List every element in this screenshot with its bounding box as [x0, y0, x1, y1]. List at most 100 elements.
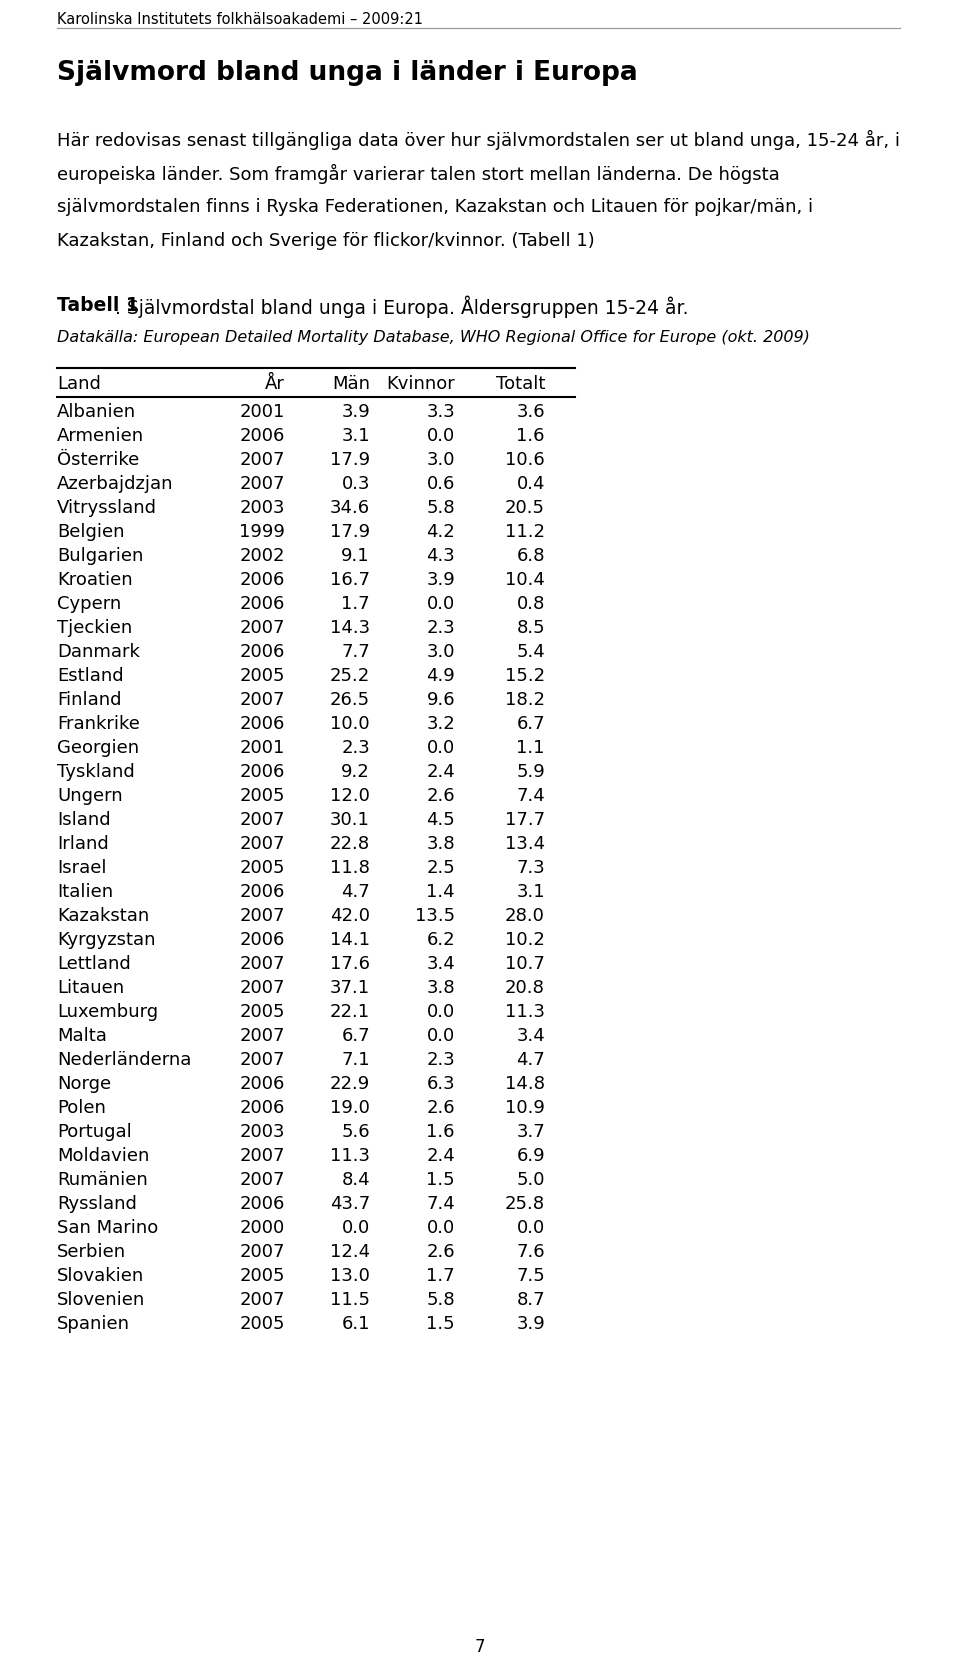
Text: 30.1: 30.1	[330, 811, 370, 829]
Text: 7.3: 7.3	[516, 859, 545, 878]
Text: Slovakien: Slovakien	[57, 1266, 144, 1285]
Text: 2007: 2007	[239, 450, 285, 469]
Text: 3.3: 3.3	[426, 402, 455, 420]
Text: 3.9: 3.9	[341, 402, 370, 420]
Text: 2.3: 2.3	[426, 618, 455, 637]
Text: 22.8: 22.8	[330, 834, 370, 853]
Text: 6.1: 6.1	[342, 1315, 370, 1333]
Text: 1.5: 1.5	[426, 1172, 455, 1188]
Text: 10.7: 10.7	[505, 956, 545, 972]
Text: Azerbajdzjan: Azerbajdzjan	[57, 475, 174, 494]
Text: 25.8: 25.8	[505, 1195, 545, 1213]
Text: 2006: 2006	[240, 763, 285, 781]
Text: Ryssland: Ryssland	[57, 1195, 137, 1213]
Text: Armenien: Armenien	[57, 427, 144, 445]
Text: Kvinnor: Kvinnor	[386, 376, 455, 392]
Text: 2006: 2006	[240, 427, 285, 445]
Text: Litauen: Litauen	[57, 979, 124, 997]
Text: 0.6: 0.6	[426, 475, 455, 494]
Text: 2000: 2000	[240, 1218, 285, 1237]
Text: självmordstalen finns i Ryska Federationen, Kazakstan och Litauen för pojkar/män: självmordstalen finns i Ryska Federation…	[57, 198, 813, 216]
Text: 28.0: 28.0	[505, 907, 545, 926]
Text: 2007: 2007	[239, 618, 285, 637]
Text: Bulgarien: Bulgarien	[57, 547, 143, 565]
Text: 0.0: 0.0	[342, 1218, 370, 1237]
Text: Vitryssland: Vitryssland	[57, 499, 157, 517]
Text: Tyskland: Tyskland	[57, 763, 134, 781]
Text: Tjeckien: Tjeckien	[57, 618, 132, 637]
Text: 4.9: 4.9	[426, 666, 455, 685]
Text: 2.4: 2.4	[426, 763, 455, 781]
Text: Rumänien: Rumänien	[57, 1172, 148, 1188]
Text: 11.8: 11.8	[330, 859, 370, 878]
Text: 0.3: 0.3	[342, 475, 370, 494]
Text: 2.5: 2.5	[426, 859, 455, 878]
Text: 2.3: 2.3	[426, 1050, 455, 1069]
Text: 4.5: 4.5	[426, 811, 455, 829]
Text: 6.9: 6.9	[516, 1147, 545, 1165]
Text: 2006: 2006	[240, 715, 285, 733]
Text: Luxemburg: Luxemburg	[57, 1002, 158, 1020]
Text: 2006: 2006	[240, 1075, 285, 1094]
Text: 13.0: 13.0	[330, 1266, 370, 1285]
Text: 7.1: 7.1	[342, 1050, 370, 1069]
Text: 7.4: 7.4	[516, 788, 545, 804]
Text: Finland: Finland	[57, 691, 122, 710]
Text: 2005: 2005	[239, 788, 285, 804]
Text: 22.1: 22.1	[330, 1002, 370, 1020]
Text: 18.2: 18.2	[505, 691, 545, 710]
Text: 1.7: 1.7	[342, 595, 370, 613]
Text: Österrike: Österrike	[57, 450, 139, 469]
Text: 0.0: 0.0	[427, 740, 455, 756]
Text: 3.7: 3.7	[516, 1124, 545, 1142]
Text: 3.0: 3.0	[426, 643, 455, 661]
Text: 16.7: 16.7	[330, 572, 370, 588]
Text: 0.0: 0.0	[427, 595, 455, 613]
Text: 3.8: 3.8	[426, 834, 455, 853]
Text: 7.4: 7.4	[426, 1195, 455, 1213]
Text: 5.4: 5.4	[516, 643, 545, 661]
Text: 2002: 2002	[239, 547, 285, 565]
Text: Serbien: Serbien	[57, 1243, 126, 1261]
Text: 3.1: 3.1	[516, 883, 545, 901]
Text: 2005: 2005	[239, 1002, 285, 1020]
Text: 0.0: 0.0	[427, 427, 455, 445]
Text: 9.2: 9.2	[341, 763, 370, 781]
Text: 1.7: 1.7	[426, 1266, 455, 1285]
Text: 2003: 2003	[239, 1124, 285, 1142]
Text: 17.6: 17.6	[330, 956, 370, 972]
Text: Malta: Malta	[57, 1027, 107, 1045]
Text: 7: 7	[475, 1639, 485, 1655]
Text: Män: Män	[332, 376, 370, 392]
Text: 1.4: 1.4	[426, 883, 455, 901]
Text: 1.6: 1.6	[426, 1124, 455, 1142]
Text: Kazakstan, Finland och Sverige för flickor/kvinnor. (Tabell 1): Kazakstan, Finland och Sverige för flick…	[57, 233, 595, 249]
Text: Belgien: Belgien	[57, 524, 125, 542]
Text: 42.0: 42.0	[330, 907, 370, 926]
Text: 0.4: 0.4	[516, 475, 545, 494]
Text: Moldavien: Moldavien	[57, 1147, 150, 1165]
Text: 5.8: 5.8	[426, 1291, 455, 1310]
Text: År: År	[265, 376, 285, 392]
Text: 2007: 2007	[239, 956, 285, 972]
Text: 1.6: 1.6	[516, 427, 545, 445]
Text: 17.9: 17.9	[330, 450, 370, 469]
Text: 2007: 2007	[239, 475, 285, 494]
Text: 2007: 2007	[239, 811, 285, 829]
Text: 0.0: 0.0	[427, 1002, 455, 1020]
Text: 3.2: 3.2	[426, 715, 455, 733]
Text: Portugal: Portugal	[57, 1124, 132, 1142]
Text: 7.6: 7.6	[516, 1243, 545, 1261]
Text: Slovenien: Slovenien	[57, 1291, 145, 1310]
Text: 2005: 2005	[239, 666, 285, 685]
Text: 2007: 2007	[239, 907, 285, 926]
Text: 6.7: 6.7	[342, 1027, 370, 1045]
Text: Land: Land	[57, 376, 101, 392]
Text: 11.2: 11.2	[505, 524, 545, 542]
Text: 12.4: 12.4	[330, 1243, 370, 1261]
Text: 37.1: 37.1	[330, 979, 370, 997]
Text: Israel: Israel	[57, 859, 107, 878]
Text: 34.6: 34.6	[330, 499, 370, 517]
Text: 17.9: 17.9	[330, 524, 370, 542]
Text: 2001: 2001	[240, 402, 285, 420]
